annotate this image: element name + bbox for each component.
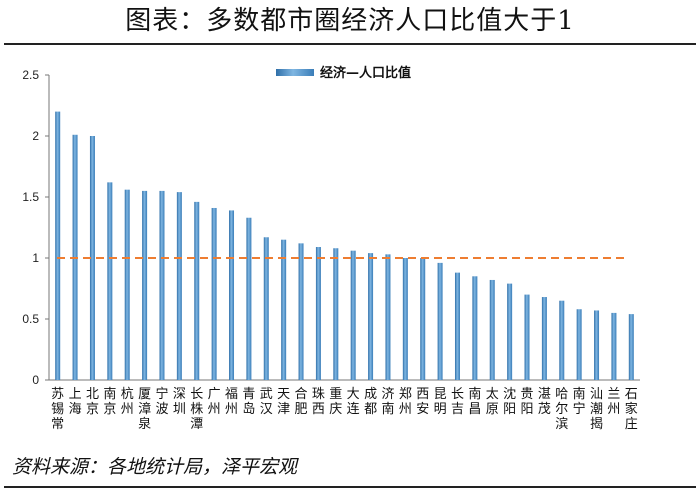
x-tick-label: 长吉	[451, 387, 464, 417]
bar	[211, 207, 217, 380]
x-tick-label: 兰州	[607, 387, 620, 417]
x-tick-label: 沈阳	[503, 387, 516, 417]
bar	[454, 272, 460, 380]
bar	[298, 243, 304, 380]
bar	[368, 253, 374, 380]
x-tick-label: 广州	[208, 387, 221, 417]
bar	[576, 309, 582, 380]
bar	[611, 312, 617, 380]
footer-divider	[4, 486, 696, 488]
bar	[507, 283, 513, 380]
x-tick-label: 北京	[86, 387, 99, 417]
bar	[472, 276, 478, 380]
x-tick-label: 郑州	[399, 387, 412, 417]
figure-title: 图表：多数都市圈经济人口比值大于1	[125, 6, 575, 36]
x-tick-label: 南京	[103, 386, 116, 417]
x-tick-label: 贵阳	[521, 387, 534, 417]
x-tick-label: 宁波	[155, 386, 168, 417]
legend-swatch	[276, 69, 314, 76]
bar-chart: 0 0.5 1 1.5 2 2.5 苏锡常上海北京南京杭州厦漳泉宁波深圳长株潭广州福州青岛…	[22, 65, 640, 432]
bar	[142, 190, 148, 380]
x-tick-label: 上海	[69, 387, 82, 417]
x-tick-label: 福州	[225, 387, 238, 417]
x-tick-label: 太原	[486, 387, 499, 417]
bar	[402, 258, 408, 380]
bar	[541, 297, 547, 380]
x-tick-label: 石家庄	[625, 387, 638, 432]
bar	[559, 300, 565, 380]
x-tick-label: 天津	[277, 387, 290, 417]
x-tick-label: 珠西	[312, 387, 325, 417]
x-tick-label: 昆明	[434, 387, 447, 417]
bar	[594, 310, 600, 380]
x-tick-label: 南昌	[468, 386, 481, 417]
x-tick-label: 深圳	[173, 387, 186, 417]
x-tick-label: 苏锡常	[51, 386, 64, 432]
bar	[55, 111, 61, 380]
x-tick-label: 汕潮揭	[590, 387, 603, 432]
x-tick-label: 哈尔滨	[555, 387, 568, 432]
x-tick-label: 济南	[381, 387, 394, 417]
y-tick-label: 0	[32, 373, 39, 387]
title-divider	[4, 43, 696, 45]
bar	[315, 247, 321, 380]
bar	[246, 217, 252, 380]
bar	[194, 201, 200, 380]
x-tick-label: 成都	[364, 387, 377, 417]
bar	[437, 262, 443, 380]
x-tick-label: 青岛	[242, 387, 255, 417]
x-tick-label: 南宁	[573, 386, 586, 417]
bar	[420, 258, 426, 380]
bar	[124, 189, 130, 380]
bar	[263, 237, 269, 380]
x-tick-label: 西安	[416, 387, 429, 417]
y-tick-label: 1	[32, 251, 39, 265]
bar	[489, 279, 495, 380]
bar	[176, 192, 182, 380]
x-tick-label: 合肥	[295, 387, 308, 417]
x-tick-label: 杭州	[121, 387, 134, 417]
x-tick-label: 长株潭	[190, 387, 203, 432]
source-note: 资料来源：各地统计局，泽平宏观	[12, 456, 298, 478]
bar	[89, 136, 95, 380]
bar	[107, 182, 113, 380]
x-tick-label: 湛茂	[538, 387, 551, 417]
x-tick-label: 大连	[347, 387, 360, 417]
bar	[628, 314, 634, 380]
y-tick-label: 0.5	[22, 312, 39, 326]
bar	[229, 210, 235, 380]
legend-label: 经济—人口比值	[320, 65, 411, 81]
x-tick-label: 重庆	[329, 386, 342, 417]
bar	[524, 294, 530, 380]
y-tick-label: 2	[32, 129, 39, 143]
x-tick-label: 武汉	[260, 387, 273, 417]
x-tick-label: 厦漳泉	[138, 387, 151, 432]
y-tick-label: 2.5	[22, 68, 39, 82]
bar	[350, 250, 356, 380]
bar	[385, 254, 391, 380]
bar	[333, 248, 339, 380]
bar	[281, 239, 287, 380]
bar	[159, 190, 165, 380]
y-tick-label: 1.5	[22, 190, 39, 204]
